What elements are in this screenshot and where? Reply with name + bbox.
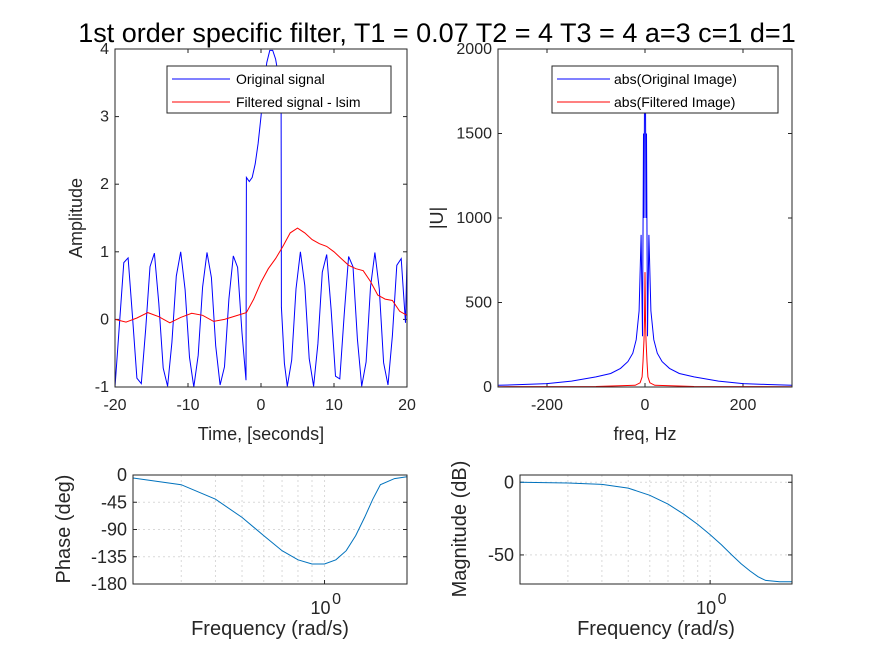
magnitude-ytick-label: 0 (504, 472, 514, 492)
freq-tick-layer: 0 500 1000 1500 2000 -200 0 200 (456, 41, 792, 414)
phase-x-label: Frequency (rad/s) (191, 618, 349, 640)
phase-ytick-label: -180 (91, 574, 127, 594)
magnitude-series-layer (520, 481, 792, 583)
freq-legend-label-filtered: abs(Filtered Image) (614, 94, 735, 110)
phase-y-label: Phase (deg) (53, 475, 75, 584)
time-ytick-label: 0 (100, 311, 109, 328)
magnitude-grid-layer (520, 475, 792, 584)
time-xtick-label: -20 (103, 397, 126, 414)
phase-series-0-line (133, 476, 407, 565)
magnitude-y-label: Magnitude (dB) (449, 461, 471, 598)
time-legend: Original signal Filtered signal - lsim (166, 65, 392, 114)
time-ytick-label: 4 (100, 41, 109, 58)
freq-xtick-label: -200 (531, 397, 563, 414)
magnitude-plot-area (520, 475, 792, 584)
freq-ytick-label: 0 (483, 379, 492, 396)
magnitude-xtick-label-exp: 0 (718, 591, 727, 608)
phase-ytick-label: -45 (101, 492, 127, 512)
time-ytick-label: 3 (100, 109, 109, 126)
magnitude-x-label: Frequency (rad/s) (577, 618, 735, 640)
freq-series-1-line (498, 272, 792, 387)
freq-ytick-label: 500 (465, 295, 492, 312)
freq-plot: 0 500 1000 1500 2000 -200 0 200 freq, Hz |U| ab… (427, 41, 793, 444)
figure-title: 1st order specific filter, T1 = 0.07 T2 … (78, 18, 795, 48)
phase-ytick-label: -90 (101, 520, 127, 540)
freq-legend: abs(Original Image) abs(Filtered Image) (551, 65, 779, 114)
magnitude-plot-frame (519, 474, 793, 585)
phase-xtick-label-exp: 0 (332, 591, 341, 608)
phase-grid-layer (133, 475, 407, 584)
freq-xtick-label: 200 (730, 397, 757, 414)
time-x-label: Time, [seconds] (198, 424, 324, 444)
magnitude-ytick-label: -50 (488, 545, 514, 565)
time-ytick-label: 1 (100, 244, 109, 261)
time-xtick-label: 20 (398, 397, 416, 414)
time-series-1-line (115, 227, 407, 324)
phase-series-layer (133, 476, 407, 565)
phase-ytick-label: 0 (117, 465, 127, 485)
time-legend-box (166, 65, 392, 114)
magnitude-series-0-line (520, 481, 792, 583)
freq-x-label: freq, Hz (613, 424, 676, 444)
freq-ytick-label: 2000 (456, 41, 492, 58)
time-legend-label-original: Original signal (236, 71, 325, 87)
time-ytick-label: -1 (95, 379, 109, 396)
time-ytick-label: 2 (100, 176, 109, 193)
freq-y-label: |U| (427, 207, 447, 229)
time-plot-frame (114, 48, 408, 388)
freq-ytick-label: 1500 (456, 126, 492, 143)
phase-plot-frame (132, 474, 408, 585)
magnitude-xtick-label-base: 10 (696, 598, 716, 618)
freq-legend-label-original: abs(Original Image) (614, 71, 737, 87)
phase-ytick-label: -135 (91, 547, 127, 567)
time-legend-label-filtered: Filtered signal - lsim (236, 94, 360, 110)
time-y-label: Amplitude (66, 178, 86, 258)
phase-xtick-label-base: 10 (311, 598, 331, 618)
time-xtick-label: -10 (176, 397, 199, 414)
freq-xtick-label: 0 (641, 397, 650, 414)
time-xtick-label: 0 (257, 397, 266, 414)
freq-legend-box (551, 65, 779, 114)
freq-ytick-label: 1000 (456, 210, 492, 227)
freq-plot-frame (497, 48, 793, 388)
time-xtick-label: 10 (325, 397, 343, 414)
